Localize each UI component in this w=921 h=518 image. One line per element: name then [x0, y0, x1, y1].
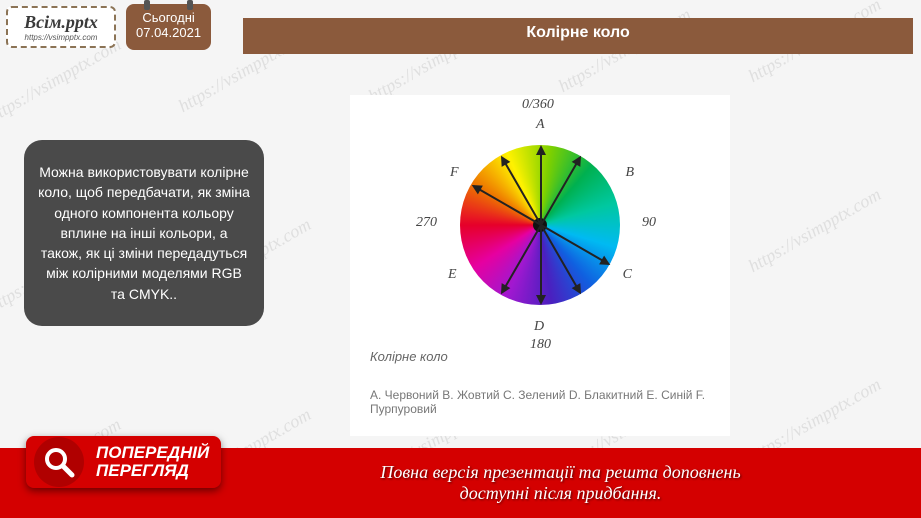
logo-box: Всім.pptx https://vsimpptx.com [6, 6, 116, 48]
label-C: C [623, 267, 632, 283]
description-panel: Можна використовувати колірне коло, щоб … [24, 140, 264, 326]
arrow [540, 157, 581, 226]
label-90: 90 [642, 215, 656, 231]
label-A: A [536, 117, 545, 133]
footer-line2: доступні після придбання. [460, 483, 662, 504]
label-E: E [448, 267, 457, 283]
header: Всім.pptx https://vsimpptx.com Сьогодні … [0, 0, 921, 54]
date-value: 07.04.2021 [136, 25, 201, 40]
watermark: https://vsimpptx.com [745, 184, 885, 277]
slide-title: Колірне коло [223, 18, 913, 54]
label-0360: 0/360 [522, 97, 554, 113]
figure-area: 0/360 A 90 B C 180 D 270 E F Колірне кол… [350, 95, 730, 436]
logo-sub: https://vsimpptx.com [16, 33, 106, 42]
logo-main: Всім.pptx [16, 12, 106, 33]
figure-legend: A. Червоний B. Жовтий C. Зелений D. Блак… [370, 388, 710, 416]
label-270: 270 [416, 215, 437, 231]
label-180: 180 [530, 337, 551, 353]
date-box: Сьогодні 07.04.2021 [126, 4, 211, 50]
label-F: F [450, 165, 459, 181]
arrow [540, 147, 542, 225]
wheel-gradient [460, 145, 620, 305]
footer-line1: Повна версія презентації та решта доповн… [380, 462, 740, 483]
preview-line2: ПЕРЕГЛЯД [96, 462, 209, 480]
arrow [501, 225, 542, 294]
date-label: Сьогодні [136, 10, 201, 25]
magnifier-icon [34, 437, 84, 487]
preview-button[interactable]: ПОПЕРЕДНІЙ ПЕРЕГЛЯД [26, 436, 221, 488]
color-wheel: 0/360 A 90 B C 180 D 270 E F [430, 115, 650, 335]
arrow [540, 225, 542, 303]
label-D: D [534, 319, 544, 335]
label-B: B [625, 165, 634, 181]
preview-line1: ПОПЕРЕДНІЙ [96, 444, 209, 462]
